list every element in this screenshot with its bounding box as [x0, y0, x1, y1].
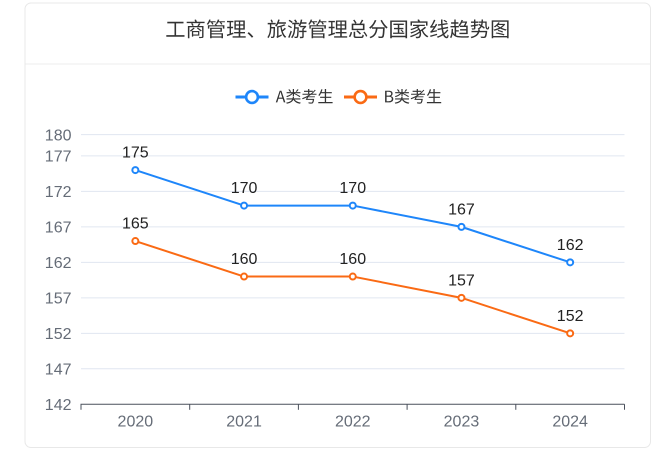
- svg-text:152: 152: [557, 308, 584, 325]
- svg-text:162: 162: [557, 237, 584, 254]
- svg-text:157: 157: [45, 291, 72, 308]
- svg-text:152: 152: [45, 326, 72, 343]
- svg-text:177: 177: [45, 149, 72, 166]
- svg-text:147: 147: [45, 362, 72, 379]
- svg-text:175: 175: [122, 145, 149, 162]
- svg-text:170: 170: [339, 180, 366, 197]
- svg-text:2021: 2021: [226, 414, 262, 431]
- svg-text:170: 170: [231, 180, 258, 197]
- svg-text:167: 167: [448, 201, 475, 218]
- svg-text:172: 172: [45, 184, 72, 201]
- svg-text:165: 165: [122, 216, 149, 233]
- svg-text:2020: 2020: [118, 414, 154, 431]
- svg-text:157: 157: [448, 272, 475, 289]
- svg-text:167: 167: [45, 220, 72, 237]
- svg-text:2023: 2023: [444, 414, 480, 431]
- svg-text:160: 160: [339, 251, 366, 268]
- svg-text:180: 180: [45, 127, 72, 144]
- svg-text:160: 160: [231, 251, 258, 268]
- svg-text:142: 142: [45, 397, 72, 414]
- svg-text:2022: 2022: [335, 414, 371, 431]
- svg-text:2024: 2024: [552, 414, 588, 431]
- svg-text:162: 162: [45, 255, 72, 272]
